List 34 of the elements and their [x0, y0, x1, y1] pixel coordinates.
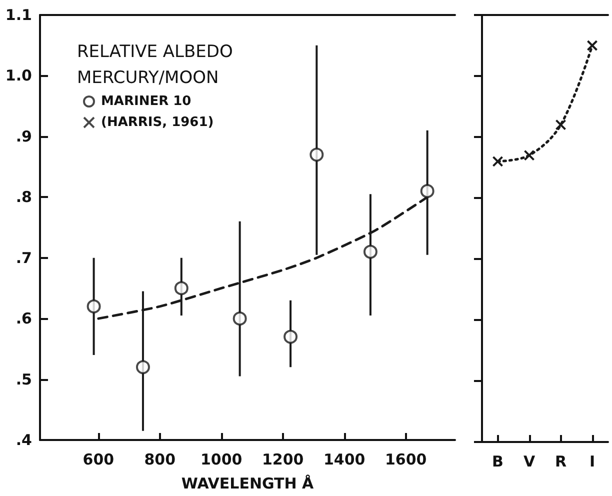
point	[284, 330, 298, 344]
x-tick-label: I	[589, 452, 596, 470]
point	[420, 184, 434, 198]
point	[174, 281, 188, 296]
point	[232, 312, 247, 326]
x-tick-label: R	[554, 452, 567, 470]
x-tick-label: 1200	[262, 450, 304, 468]
y-tick-label: .4	[16, 431, 32, 449]
x-tick-label: 1600	[384, 450, 427, 468]
text: RELATIVE ALBEDO MERCURY/MOON	[77, 42, 238, 88]
point	[555, 119, 566, 130]
y-tick-label: 1.1	[5, 6, 32, 24]
point	[524, 150, 535, 161]
y-tick-label: 1.0	[5, 66, 32, 85]
x-tick-label: 800	[144, 450, 176, 468]
x-tick-label: V	[523, 452, 536, 470]
x-axis-title: WAVELENGTH Å	[181, 474, 314, 492]
point	[586, 40, 598, 51]
y-tick-label: .7	[16, 248, 32, 267]
point	[310, 148, 324, 162]
x-tick-label: 1000	[200, 450, 242, 468]
legend-label: MARINER 10	[101, 94, 192, 109]
x-tick-label: B	[492, 452, 504, 470]
text: (HARRIS, 1961)	[101, 115, 214, 130]
point	[86, 299, 101, 314]
point	[492, 156, 504, 167]
y-tick-label: .5	[16, 370, 32, 388]
point	[363, 244, 378, 259]
y-tick-label: .9	[16, 127, 32, 146]
x-tick-label: 600	[82, 450, 114, 468]
x-tick-label: 1400	[323, 450, 366, 468]
point	[136, 360, 150, 374]
y-tick-label: .6	[16, 310, 32, 328]
y-tick-label: .8	[16, 188, 32, 206]
